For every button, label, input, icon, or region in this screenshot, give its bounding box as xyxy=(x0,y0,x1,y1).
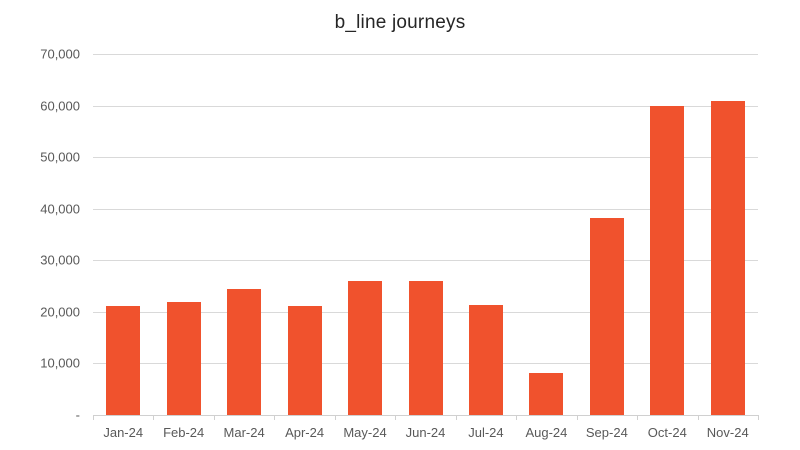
bar-jun-24 xyxy=(408,280,443,415)
bar-mar-24 xyxy=(227,289,262,415)
x-tick-mark xyxy=(758,415,759,420)
y-tick-label: 10,000 xyxy=(40,355,80,371)
x-tick-mark xyxy=(697,415,699,420)
x-tick-mark xyxy=(153,415,155,420)
bar-sep-24 xyxy=(589,217,624,415)
y-tick-label: - xyxy=(75,407,80,423)
x-axis-line xyxy=(93,415,758,416)
x-tick-mark xyxy=(455,415,457,420)
x-tick-label: Sep-24 xyxy=(585,425,628,440)
bar-feb-24 xyxy=(166,302,201,415)
x-tick-mark xyxy=(637,415,639,420)
gridline xyxy=(93,54,758,55)
x-tick-label: Jan-24 xyxy=(103,425,144,440)
y-tick-label: 70,000 xyxy=(40,46,80,62)
x-tick-label: Oct-24 xyxy=(647,425,687,440)
x-tick-label: Aug-24 xyxy=(525,425,568,440)
y-tick-label: 30,000 xyxy=(40,252,80,268)
x-tick-mark xyxy=(334,415,336,420)
bar-oct-24 xyxy=(650,105,685,415)
x-tick-mark xyxy=(93,415,94,420)
bar-nov-24 xyxy=(710,101,745,415)
x-tick-label: Jul-24 xyxy=(468,425,504,440)
x-tick-label: May-24 xyxy=(343,425,387,440)
x-tick-mark xyxy=(274,415,276,420)
bar-apr-24 xyxy=(287,306,322,415)
x-tick-label: Feb-24 xyxy=(163,425,205,440)
gridline xyxy=(93,157,758,159)
gridline xyxy=(93,260,758,262)
bar-jul-24 xyxy=(468,305,503,415)
y-tick-label: 20,000 xyxy=(40,304,80,320)
x-tick-label: Jun-24 xyxy=(405,425,446,440)
bar-aug-24 xyxy=(529,372,564,415)
bar-may-24 xyxy=(348,280,383,415)
bar-jan-24 xyxy=(106,306,141,415)
gridline xyxy=(93,105,758,107)
gridline xyxy=(93,208,758,210)
y-tick-label: 60,000 xyxy=(40,98,80,114)
x-tick-mark xyxy=(516,415,518,420)
chart-title: b_line journeys xyxy=(334,12,466,33)
x-tick-mark xyxy=(576,415,578,420)
x-tick-label: Nov-24 xyxy=(706,425,749,440)
y-tick-label: 50,000 xyxy=(40,149,80,165)
x-tick-label: Mar-24 xyxy=(223,425,265,440)
x-tick-mark xyxy=(395,415,397,420)
x-tick-label: Apr-24 xyxy=(285,425,325,440)
y-tick-label: 40,000 xyxy=(40,201,80,217)
x-tick-mark xyxy=(213,415,215,420)
